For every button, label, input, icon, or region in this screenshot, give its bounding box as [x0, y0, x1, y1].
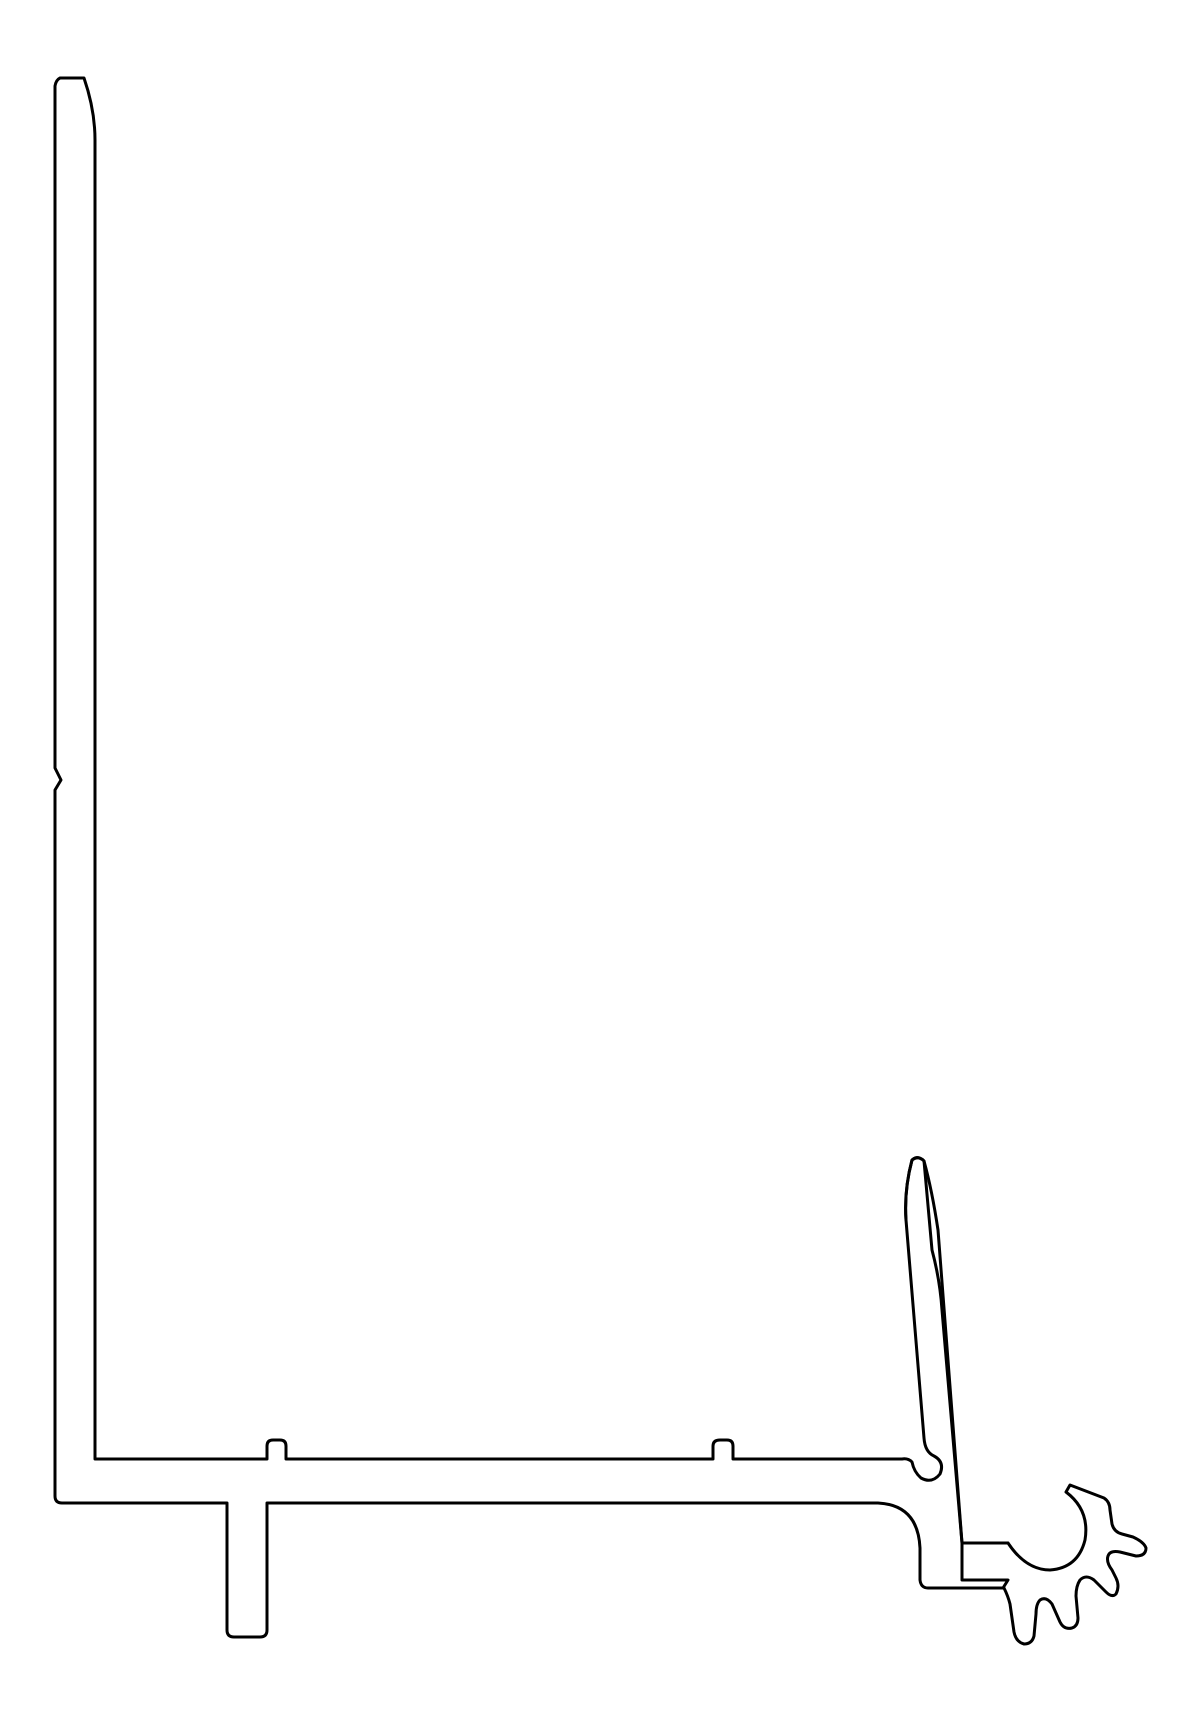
gasket-bulb-with-fingers: [960, 1483, 1148, 1646]
profile-outer-wall: [53, 76, 1010, 1639]
profile-slanted-fin: [904, 1156, 964, 1545]
extrusion-profile: [53, 76, 1148, 1646]
